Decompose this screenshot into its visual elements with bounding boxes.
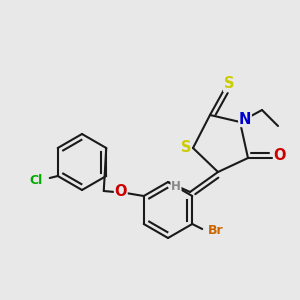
Text: O: O [115,184,127,199]
Text: S: S [224,76,234,92]
Text: O: O [274,148,286,164]
Text: Br: Br [207,224,223,238]
Text: S: S [181,140,191,154]
Text: Cl: Cl [29,173,42,187]
Text: N: N [239,112,251,127]
Text: H: H [171,179,181,193]
